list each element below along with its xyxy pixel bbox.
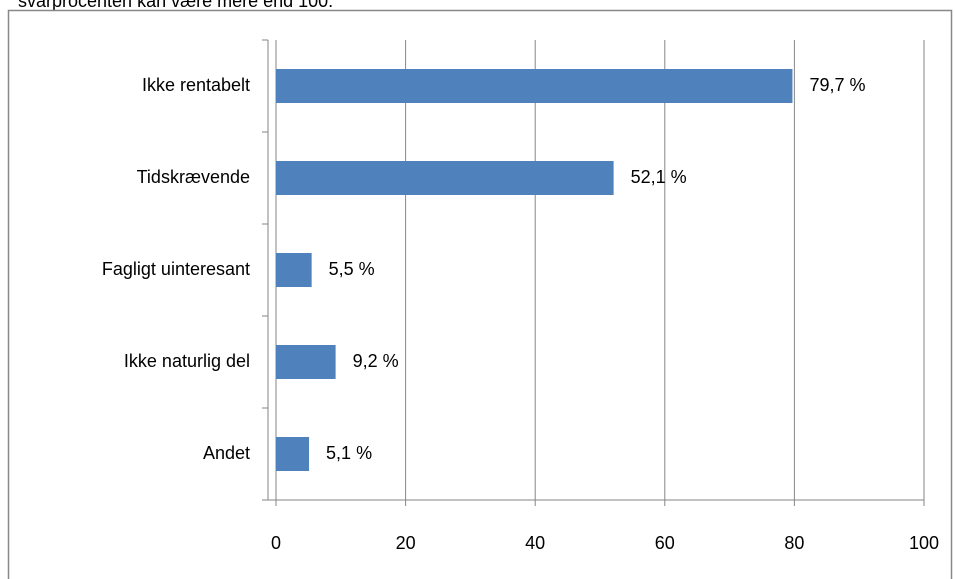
value-label: 79,7 % <box>809 75 865 95</box>
value-label: 5,5 % <box>329 259 375 279</box>
y-tick-label: Andet <box>203 443 250 463</box>
y-tick-label: Fagligt uinteresant <box>102 259 250 279</box>
bar <box>276 69 793 103</box>
y-tick-label: Ikke rentabelt <box>142 75 250 95</box>
caption: svarprocenten kan være mere end 100. <box>18 0 333 11</box>
chart-border <box>7 9 953 579</box>
bar <box>276 345 336 379</box>
x-tick-label: 60 <box>655 533 675 553</box>
x-tick-label: 100 <box>909 533 939 553</box>
bar <box>276 437 310 471</box>
value-label: 9,2 % <box>353 351 399 371</box>
value-label: 52,1 % <box>631 167 687 187</box>
bar <box>276 253 312 287</box>
x-tick-label: 40 <box>525 533 545 553</box>
bar <box>276 161 614 195</box>
x-tick-label: 0 <box>271 533 281 553</box>
y-tick-label: Ikke naturlig del <box>124 351 250 371</box>
value-label: 5,1 % <box>326 443 372 463</box>
y-tick-label: Tidskrævende <box>137 167 250 187</box>
x-tick-label: 80 <box>784 533 804 553</box>
x-tick-label: 20 <box>396 533 416 553</box>
